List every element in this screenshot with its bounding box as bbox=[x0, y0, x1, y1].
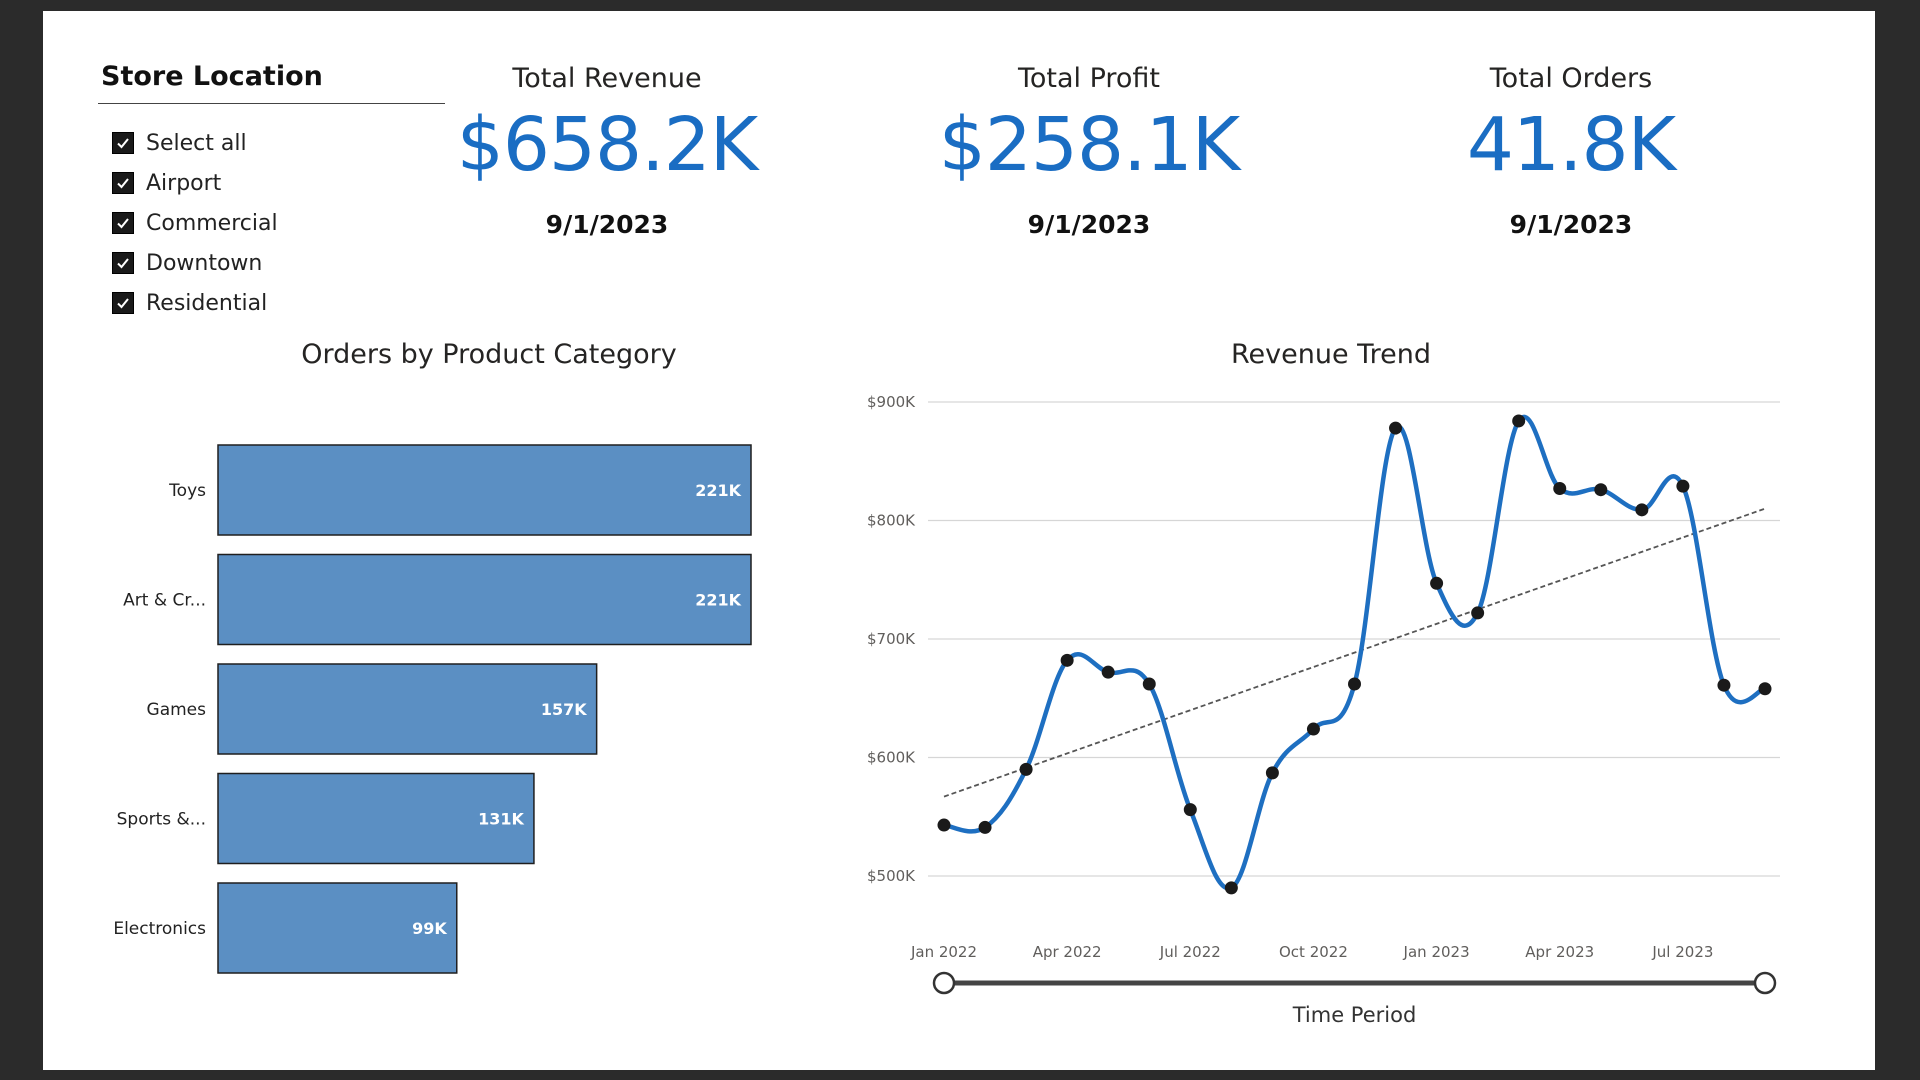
data-point[interactable] bbox=[1717, 678, 1731, 692]
slicer-item-label: Commercial bbox=[146, 210, 278, 236]
data-point[interactable] bbox=[1348, 677, 1361, 691]
bar[interactable] bbox=[217, 882, 458, 974]
data-point[interactable] bbox=[1183, 803, 1197, 817]
data-point[interactable] bbox=[1060, 653, 1074, 667]
revenue-trend-chart[interactable]: $900K $800K $700K $600K $500K Jan 2022 Apr 202… bbox=[823, 381, 1833, 1041]
data-point[interactable] bbox=[978, 820, 992, 834]
x-tick-label: Apr 2022 bbox=[1033, 943, 1102, 961]
data-point[interactable] bbox=[1594, 483, 1608, 497]
kpi-total-revenue[interactable]: Total Revenue $658.2K 9/1/2023 bbox=[407, 63, 807, 239]
x-tick-label: Jan 2022 bbox=[910, 943, 977, 961]
data-point[interactable] bbox=[1758, 682, 1772, 696]
x-tick-label: Jul 2023 bbox=[1651, 943, 1713, 961]
slicer-item-commercial[interactable]: Commercial bbox=[112, 208, 278, 238]
checkbox-checked-icon[interactable] bbox=[112, 172, 134, 194]
line-chart-title: Revenue Trend bbox=[1230, 339, 1432, 370]
data-point[interactable] bbox=[1306, 722, 1320, 736]
category-label: Art & Cr... bbox=[123, 591, 206, 611]
y-tick-label: $800K bbox=[867, 512, 916, 530]
data-label: 221K bbox=[695, 591, 741, 610]
data-label: 99K bbox=[412, 919, 447, 938]
x-tick-label: Oct 2022 bbox=[1279, 943, 1348, 961]
data-point[interactable] bbox=[1389, 421, 1403, 435]
data-point[interactable] bbox=[1101, 665, 1115, 679]
slicer-item-label: Downtown bbox=[146, 250, 263, 276]
bar-chart-title: Orders by Product Category bbox=[301, 339, 677, 370]
kpi-title: Total Revenue bbox=[512, 63, 702, 94]
orders-by-category-chart[interactable]: Toys 221K Art & Cr... 221K Games 157K Sports &… bbox=[43, 411, 843, 1011]
trend-line bbox=[943, 507, 1766, 798]
slicer-item-downtown[interactable]: Downtown bbox=[112, 248, 262, 278]
category-label: Toys bbox=[168, 481, 206, 501]
slicer-item-label: Airport bbox=[146, 170, 222, 196]
y-tick-label: $600K bbox=[867, 749, 916, 767]
data-point[interactable] bbox=[1635, 503, 1649, 517]
data-label: 131K bbox=[478, 810, 524, 829]
x-tick-label: Apr 2023 bbox=[1525, 943, 1594, 961]
data-point[interactable] bbox=[1265, 766, 1279, 780]
slider-start-handle[interactable] bbox=[932, 971, 956, 995]
data-label: 221K bbox=[695, 481, 741, 500]
x-axis-title: Time Period bbox=[1292, 1003, 1417, 1027]
bar[interactable] bbox=[217, 444, 752, 536]
data-point[interactable] bbox=[1471, 606, 1485, 620]
kpi-total-profit[interactable]: Total Profit $258.1K 9/1/2023 bbox=[889, 63, 1289, 239]
data-point[interactable] bbox=[1553, 482, 1567, 496]
kpi-value: $258.1K bbox=[938, 102, 1240, 188]
data-point[interactable] bbox=[1676, 479, 1690, 493]
y-tick-label: $500K bbox=[867, 867, 916, 885]
data-label: 157K bbox=[541, 700, 587, 719]
data-point[interactable] bbox=[1019, 762, 1033, 776]
checkbox-checked-icon[interactable] bbox=[112, 212, 134, 234]
report-canvas: Store Location Select all Airport Commerci… bbox=[43, 11, 1875, 1070]
slicer-item-residential[interactable]: Residential bbox=[112, 288, 267, 318]
kpi-date: 9/1/2023 bbox=[1509, 210, 1633, 239]
slicer-title: Store Location bbox=[101, 61, 323, 92]
data-point[interactable] bbox=[1430, 576, 1444, 590]
checkbox-checked-icon[interactable] bbox=[112, 292, 134, 314]
data-point[interactable] bbox=[1512, 414, 1526, 428]
x-tick-label: Jan 2023 bbox=[1403, 943, 1470, 961]
kpi-date: 9/1/2023 bbox=[1027, 210, 1151, 239]
kpi-total-orders[interactable]: Total Orders 41.8K 9/1/2023 bbox=[1371, 63, 1771, 239]
bar[interactable] bbox=[217, 553, 752, 646]
data-point[interactable] bbox=[1224, 881, 1238, 895]
kpi-title: Total Orders bbox=[1489, 63, 1653, 94]
slicer-item-label: Residential bbox=[146, 290, 268, 316]
data-point[interactable] bbox=[937, 818, 951, 832]
x-tick-label: Jul 2022 bbox=[1159, 943, 1221, 961]
slicer-item-select-all[interactable]: Select all bbox=[112, 128, 247, 158]
kpi-value: $658.2K bbox=[456, 102, 758, 188]
kpi-title: Total Profit bbox=[1017, 63, 1161, 94]
checkbox-checked-icon[interactable] bbox=[112, 252, 134, 274]
category-label: Sports &... bbox=[117, 810, 206, 830]
kpi-value: 41.8K bbox=[1466, 102, 1676, 188]
data-point[interactable] bbox=[1142, 677, 1156, 691]
bar[interactable] bbox=[217, 772, 535, 865]
y-tick-label: $700K bbox=[867, 630, 916, 648]
category-label: Electronics bbox=[113, 919, 206, 939]
slicer-item-label: Select all bbox=[146, 130, 247, 156]
y-tick-label: $900K bbox=[867, 393, 916, 411]
category-label: Games bbox=[147, 700, 207, 720]
slider-end-handle[interactable] bbox=[1753, 971, 1777, 995]
bar[interactable] bbox=[217, 663, 598, 755]
checkbox-checked-icon[interactable] bbox=[112, 132, 134, 154]
slicer-divider bbox=[98, 103, 445, 104]
slicer-item-airport[interactable]: Airport bbox=[112, 168, 221, 198]
kpi-date: 9/1/2023 bbox=[545, 210, 669, 239]
